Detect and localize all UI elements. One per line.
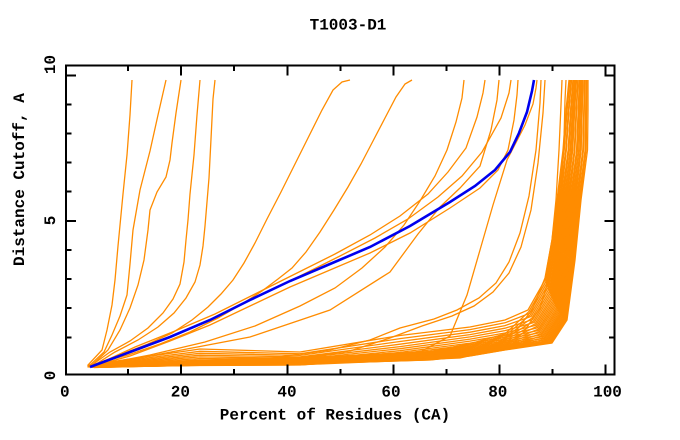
svg-text:20: 20 xyxy=(171,383,190,401)
svg-text:80: 80 xyxy=(488,383,507,401)
svg-text:Percent of Residues (CA): Percent of Residues (CA) xyxy=(220,407,450,425)
svg-text:10: 10 xyxy=(42,55,60,74)
svg-text:0: 0 xyxy=(60,383,70,401)
svg-text:100: 100 xyxy=(593,383,622,401)
svg-text:5: 5 xyxy=(42,216,60,226)
svg-text:40: 40 xyxy=(277,383,296,401)
svg-text:T1003-D1: T1003-D1 xyxy=(310,17,387,35)
svg-text:Distance Cutoff, A: Distance Cutoff, A xyxy=(11,93,29,266)
svg-text:0: 0 xyxy=(42,371,60,381)
svg-text:60: 60 xyxy=(381,383,400,401)
